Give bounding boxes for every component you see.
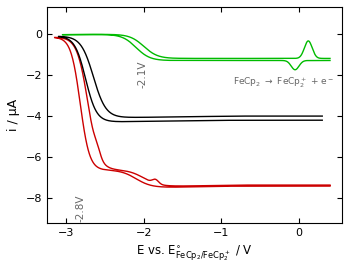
- Text: FeCp$_2$ $\rightarrow$ FeCp$_2^+$ + e$^-$: FeCp$_2$ $\rightarrow$ FeCp$_2^+$ + e$^-…: [233, 76, 334, 90]
- Text: -2.8V: -2.8V: [76, 194, 85, 222]
- Y-axis label: i / μA: i / μA: [7, 99, 20, 131]
- X-axis label: E vs. $\mathregular{E^{\circ}_{FeCp_2/FeCp_2^+}}$ / V: E vs. $\mathregular{E^{\circ}_{FeCp_2/Fe…: [136, 244, 253, 263]
- Text: -2.1V: -2.1V: [138, 60, 148, 88]
